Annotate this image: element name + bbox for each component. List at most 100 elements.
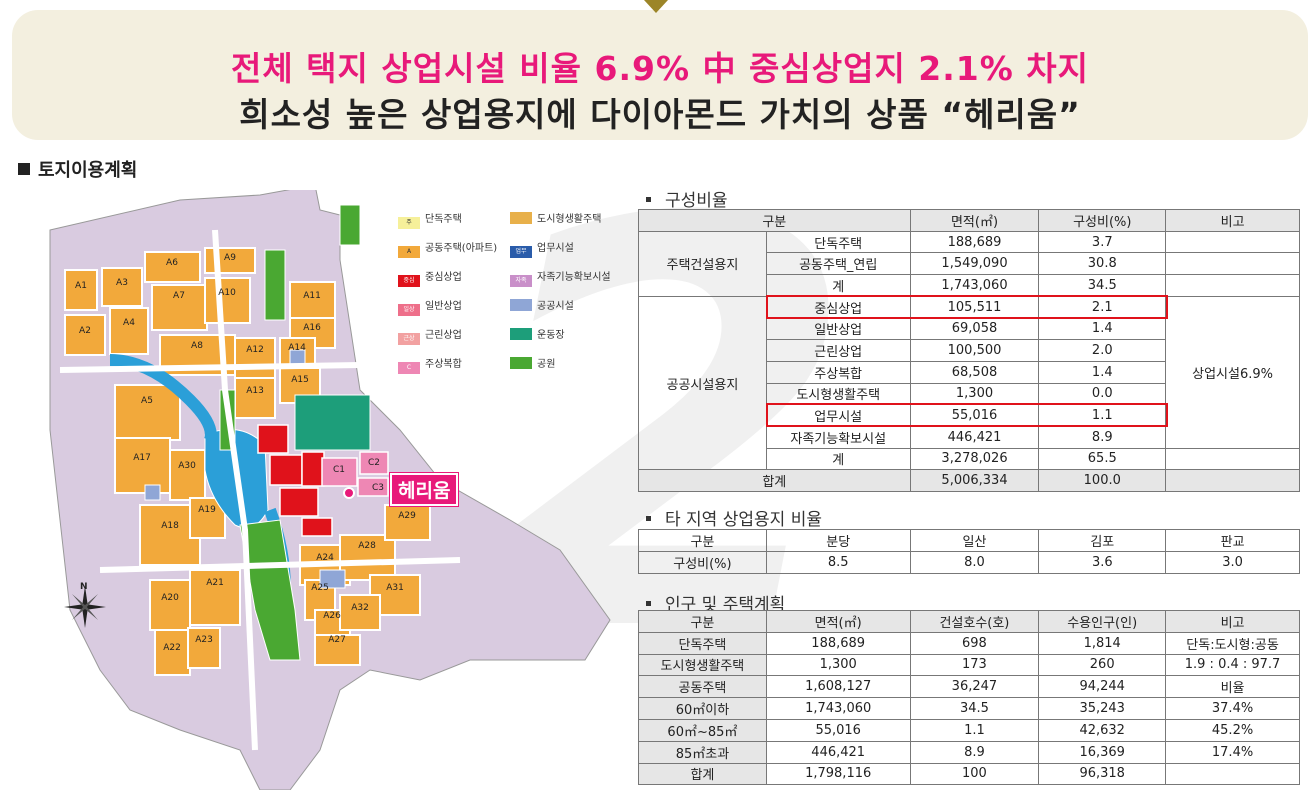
headline-line-1: 전체 택지 상업시설 비율 6.9% 中 중심상업지 2.1% 차지 bbox=[230, 49, 1090, 88]
road-south-ew bbox=[99, 557, 461, 573]
table-cell: 8.0 bbox=[909, 551, 1040, 574]
label-a18: A18 bbox=[161, 521, 179, 531]
highlight-box-central-commercial bbox=[766, 295, 1168, 319]
table-cell: 합계 bbox=[638, 469, 911, 492]
table-cell: 1,814 bbox=[1038, 631, 1167, 655]
table-cell: 96,318 bbox=[1038, 762, 1167, 786]
label-a13: A13 bbox=[246, 386, 264, 396]
table-cell: 단독:도시형:공동 bbox=[1165, 631, 1300, 655]
block-a20 bbox=[149, 579, 191, 631]
block-a3 bbox=[101, 267, 143, 307]
table-cell: 합계 bbox=[638, 762, 767, 786]
public-1 bbox=[144, 484, 161, 501]
block-a10 bbox=[204, 277, 251, 324]
label-a12: A12 bbox=[246, 345, 264, 355]
table-cell: 2.0 bbox=[1038, 339, 1167, 362]
public-facility-blocks bbox=[144, 349, 346, 589]
block-a27 bbox=[314, 634, 361, 666]
label-a10: A10 bbox=[218, 288, 236, 298]
road-main-ew bbox=[59, 362, 361, 373]
table-cell: 69,058 bbox=[909, 317, 1040, 341]
table-cell: 1,743,060 bbox=[765, 697, 911, 720]
population-table: 구분 면적(㎡) 건설호수(호) 수용인구(인) 비고 단독주택 188,689… bbox=[638, 610, 1300, 786]
table-cell: 공동주택_연립 bbox=[765, 252, 911, 276]
label-a6: A6 bbox=[166, 258, 178, 268]
legend-item: 공공시설 bbox=[510, 297, 574, 312]
central-commercial-3 bbox=[279, 487, 319, 517]
label-a8: A8 bbox=[191, 341, 203, 351]
table-cell: 65.5 bbox=[1038, 447, 1167, 471]
roads bbox=[59, 229, 461, 751]
table-cell: 30.8 bbox=[1038, 252, 1167, 276]
table-header: 면적(㎡) bbox=[909, 209, 1040, 232]
label-a17: A17 bbox=[133, 453, 151, 463]
table-cell: 16,369 bbox=[1038, 740, 1167, 764]
legend-swatch: 근상 bbox=[398, 333, 420, 345]
public-2 bbox=[319, 569, 346, 589]
table-row: 계 1,743,060 34.5 bbox=[639, 274, 1300, 297]
section-title-text: 토지이용계획 bbox=[38, 160, 138, 181]
label-a25: A25 bbox=[311, 583, 329, 593]
table-cell: 면적(㎡) bbox=[765, 610, 911, 633]
table-cell: 100,500 bbox=[909, 339, 1040, 362]
legend-item: A 공동주택(아파트) bbox=[398, 239, 497, 258]
label-a2: A2 bbox=[79, 326, 91, 336]
label-a30: A30 bbox=[178, 461, 196, 471]
central-commercial-5 bbox=[301, 517, 333, 537]
label-a20: A20 bbox=[161, 593, 179, 603]
table-cell: 건설호수(호) bbox=[909, 610, 1040, 633]
table-cell: 1.1 bbox=[909, 718, 1040, 742]
legend-swatch: 일상 bbox=[398, 304, 420, 316]
label-a1: A1 bbox=[75, 281, 87, 291]
label-a27: A27 bbox=[328, 635, 346, 645]
legend-item: C 주상복합 bbox=[398, 355, 462, 374]
legend-swatch: 업무 bbox=[510, 246, 532, 258]
label-a32: A32 bbox=[351, 603, 369, 613]
legend-swatch: C bbox=[398, 362, 420, 374]
compass-icon bbox=[64, 586, 106, 628]
table-cell: 1.1 bbox=[1038, 404, 1167, 427]
table-cell: 3.6 bbox=[1038, 551, 1167, 574]
table-cell: 1,300 bbox=[909, 382, 1040, 406]
table-row: 60㎡~85㎡ 55,016 1.1 42,632 45.2% bbox=[638, 718, 1300, 742]
table-cell: 85㎡초과 bbox=[638, 740, 767, 764]
herium-marker-label: 헤리움 bbox=[390, 473, 459, 506]
parks bbox=[219, 204, 361, 661]
table-cell: 계 bbox=[765, 447, 911, 471]
table-cell: 일산 bbox=[909, 529, 1040, 552]
legend-item: 공원 bbox=[510, 355, 555, 370]
table-cell: 8.5 bbox=[765, 551, 911, 574]
table-cell: 55,016 bbox=[765, 718, 911, 742]
table-cell: 55,016 bbox=[909, 404, 1040, 427]
table-row: 구성비(%) 8.5 8.0 3.6 3.0 bbox=[638, 551, 1300, 574]
table-header-row: 구분 면적(㎡) 구성비(%) 비고 bbox=[638, 209, 1300, 232]
legend-swatch: 주 bbox=[398, 217, 420, 229]
label-a4: A4 bbox=[123, 318, 135, 328]
label-a22: A22 bbox=[163, 643, 181, 653]
label-a16: A16 bbox=[303, 323, 321, 333]
label-a5: A5 bbox=[141, 396, 153, 406]
table-cell: 주상복합 bbox=[765, 360, 911, 384]
table-cell bbox=[1165, 447, 1300, 471]
table-cell: 188,689 bbox=[765, 631, 911, 655]
table-cell: 1,549,090 bbox=[909, 252, 1040, 276]
central-commercial-1 bbox=[257, 424, 289, 454]
table-cell: 3,278,026 bbox=[909, 447, 1040, 471]
block-a5 bbox=[114, 384, 181, 441]
table-cell: 일반상업 bbox=[765, 317, 911, 341]
bullet-icon bbox=[646, 516, 651, 521]
table-cell: 수용인구(인) bbox=[1038, 610, 1167, 633]
legend-swatch bbox=[510, 212, 532, 224]
table-cell: 5,006,334 bbox=[909, 469, 1040, 492]
block-a21 bbox=[189, 569, 241, 626]
table-cell: 1.9 : 0.4 : 97.7 bbox=[1165, 653, 1300, 677]
table-header: 구분 bbox=[638, 209, 911, 232]
table-cell: 김포 bbox=[1038, 529, 1167, 552]
park-central bbox=[239, 519, 301, 661]
label-a14: A14 bbox=[288, 343, 306, 353]
legend-item: 근상 근린상업 bbox=[398, 326, 462, 345]
table-cell: 1,608,127 bbox=[765, 675, 911, 699]
table-cell: 1.4 bbox=[1038, 360, 1167, 384]
block-a22 bbox=[154, 629, 191, 676]
legend-item: 도시형생활주택 bbox=[510, 210, 601, 225]
